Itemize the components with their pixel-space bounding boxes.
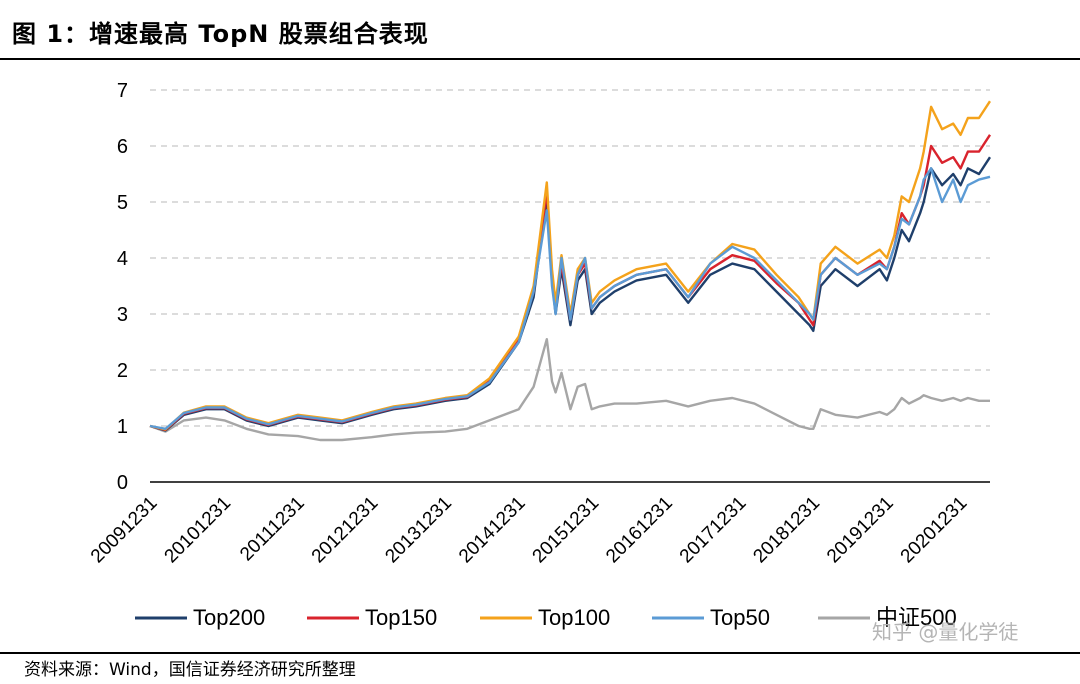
x-tick-label: 20141231 — [455, 493, 530, 568]
y-tick-label: 0 — [117, 472, 128, 494]
x-tick: 20171231 — [676, 493, 751, 568]
x-tick: 20191231 — [823, 493, 898, 568]
x-tick-label: 20111231 — [236, 493, 309, 566]
legend-label: Top100 — [538, 605, 610, 630]
x-tick: 20161231 — [602, 493, 677, 568]
y-axis-ticks: 0 1 2 3 4 5 6 7 — [117, 80, 128, 494]
series-line-Top200 — [149, 156, 992, 432]
x-tick-label: 20161231 — [602, 493, 677, 568]
legend-label: 中证500 — [876, 605, 957, 630]
x-tick-label: 20181231 — [749, 493, 824, 568]
legend-label: Top200 — [193, 605, 265, 630]
y-tick-label: 7 — [117, 80, 128, 102]
legend-label: Top50 — [710, 605, 770, 630]
legend-label: Top150 — [365, 605, 437, 630]
x-tick: 20121231 — [308, 493, 383, 568]
x-tick-label: 20201231 — [897, 493, 972, 568]
series-line-Top100 — [149, 100, 992, 431]
x-tick-label: 20191231 — [823, 493, 898, 568]
y-tick-label: 6 — [117, 136, 128, 158]
x-tick: 20091231 — [87, 493, 162, 568]
x-tick-label: 20091231 — [87, 493, 162, 568]
x-tick-label: 20101231 — [161, 493, 236, 568]
x-tick: 20181231 — [749, 493, 824, 568]
series-line-Top50 — [149, 167, 991, 430]
bottom-rule — [0, 652, 1080, 654]
series-lines — [149, 100, 992, 442]
x-tick: 20131231 — [381, 493, 456, 568]
x-tick-label: 20171231 — [676, 493, 751, 568]
legend: Top200 Top150 Top100 Top50 中证500 — [135, 605, 957, 630]
x-tick: 20151231 — [529, 493, 604, 568]
y-tick-label: 5 — [117, 192, 128, 214]
series-line-中证500 — [149, 338, 990, 442]
x-tick: 20111231 — [236, 493, 309, 566]
y-tick-label: 2 — [117, 360, 128, 382]
watermark-text: 知乎 @量化学徒 — [872, 620, 1019, 644]
x-tick-label: 20151231 — [529, 493, 604, 568]
x-tick: 20201231 — [897, 493, 972, 568]
x-tick-label: 20121231 — [308, 493, 383, 568]
gridlines — [150, 89, 990, 427]
x-tick: 20101231 — [161, 493, 236, 568]
chart-title: 图 1：增速最高 TopN 股票组合表现 — [12, 20, 429, 48]
x-tick: 20141231 — [455, 493, 530, 568]
x-tick-label: 20131231 — [381, 493, 456, 568]
y-tick-label: 3 — [117, 304, 128, 326]
top-rule — [0, 58, 1080, 60]
source-note: 资料来源：Wind，国信证券经济研究所整理 — [24, 660, 356, 680]
y-tick-label: 4 — [117, 248, 128, 270]
y-tick-label: 1 — [117, 416, 128, 438]
